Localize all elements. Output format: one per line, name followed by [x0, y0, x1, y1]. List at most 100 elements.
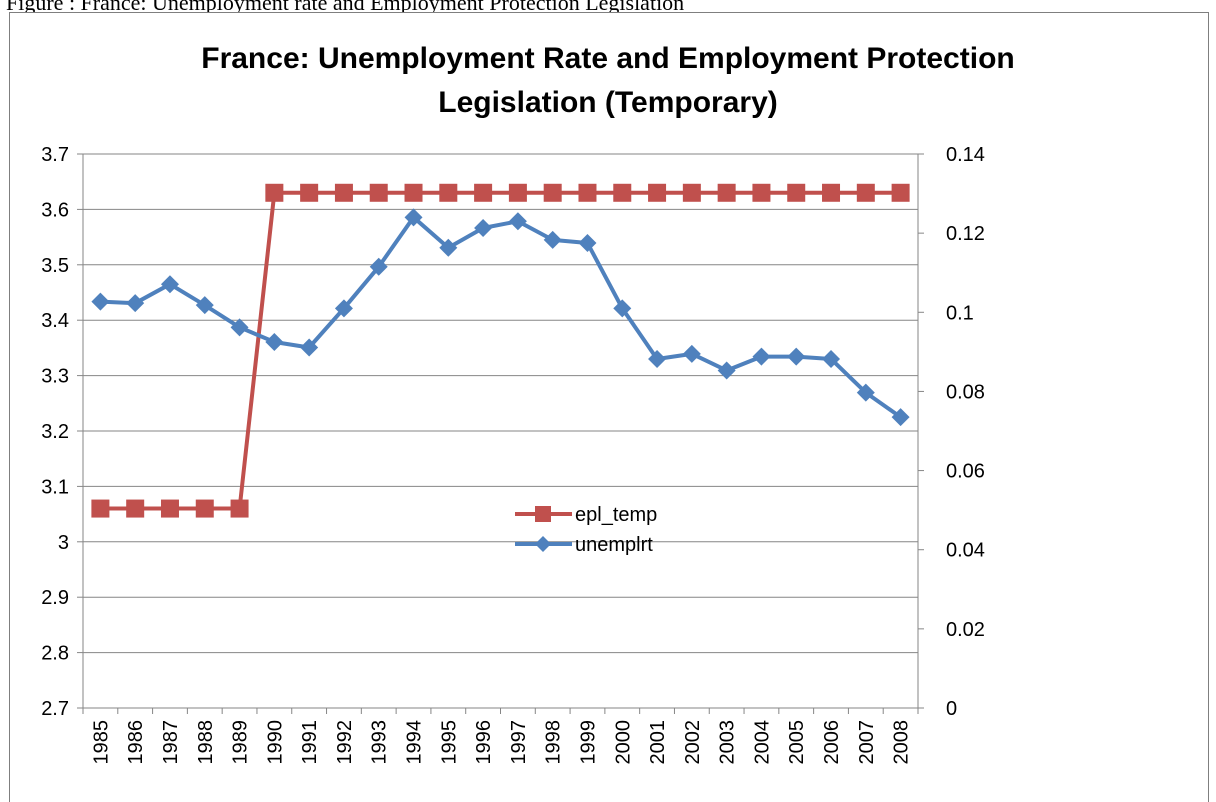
data-point-epl-temp — [613, 183, 632, 202]
data-point-epl-temp — [787, 183, 806, 202]
data-point-unemplrt — [369, 257, 388, 276]
right-axis-tick-label: 0.14 — [946, 144, 985, 166]
data-point-unemplrt — [682, 344, 701, 363]
x-axis-tick-label: 1995 — [438, 720, 460, 765]
data-point-epl-temp — [369, 183, 388, 202]
x-axis-tick-label: 1989 — [230, 720, 252, 765]
data-point-unemplrt — [648, 349, 667, 368]
chart-title-line-1: France: Unemployment Rate and Employment… — [201, 42, 1014, 75]
left-axis-tick-label: 3.1 — [41, 476, 69, 498]
legend: epl_temp unemplrt — [515, 504, 657, 556]
data-point-epl-temp — [717, 183, 736, 202]
data-point-unemplrt — [508, 212, 527, 231]
left-axis-tick-label: 3.6 — [41, 199, 69, 221]
legend-marker-epl-temp — [535, 506, 551, 522]
data-point-unemplrt — [404, 208, 423, 227]
data-point-unemplrt — [334, 299, 353, 318]
chart-title-line-2: Legislation (Temporary) — [438, 86, 778, 119]
left-axis-tick-label: 3.4 — [41, 310, 69, 332]
data-point-epl-temp — [300, 183, 319, 202]
right-axis-tick-labels: 0.14 0.12 0.1 0.08 0.06 0.04 0.02 0 — [946, 144, 985, 720]
data-point-unemplrt — [613, 299, 632, 318]
right-axis-tick-label: 0.06 — [946, 461, 985, 483]
right-axis-tick-label: 0.04 — [946, 540, 985, 562]
x-axis-tick-label: 1998 — [543, 720, 565, 765]
data-point-unemplrt — [822, 349, 841, 368]
axes — [77, 153, 924, 714]
x-axis-tick-label: 2001 — [647, 720, 669, 765]
data-point-unemplrt — [578, 234, 597, 253]
x-axis-tick-label: 1999 — [577, 720, 599, 765]
data-point-unemplrt — [439, 238, 458, 257]
x-axis-tick-label: 1996 — [473, 720, 495, 765]
data-point-epl-temp — [822, 183, 841, 202]
data-point-epl-temp — [543, 183, 562, 202]
x-axis-tick-label: 1994 — [404, 720, 426, 765]
data-point-unemplrt — [91, 292, 110, 311]
chart-area — [9, 12, 1209, 802]
right-axis-tick-label: 0.12 — [946, 223, 985, 245]
data-point-unemplrt — [543, 230, 562, 249]
left-axis-tick-label: 3.2 — [41, 421, 69, 443]
data-point-epl-temp — [439, 183, 458, 202]
x-axis-tick-label: 1985 — [90, 720, 112, 765]
series-line-unemplrt — [100, 215, 902, 419]
data-point-unemplrt — [787, 347, 806, 366]
legend-label-epl-temp: epl_temp — [575, 504, 657, 526]
data-point-unemplrt — [195, 296, 214, 315]
series-line-epl-temp — [100, 190, 901, 511]
data-point-epl-temp — [856, 183, 875, 202]
data-point-epl-temp — [195, 499, 214, 518]
data-point-epl-temp — [578, 183, 597, 202]
data-point-unemplrt — [300, 338, 319, 357]
x-axis-tick-label: 2006 — [821, 720, 843, 765]
data-point-unemplrt — [230, 318, 249, 337]
right-axis-tick-label: 0.02 — [946, 619, 985, 641]
data-point-epl-temp — [91, 499, 110, 518]
left-axis-tick-label: 3.5 — [41, 255, 69, 277]
data-point-epl-temp — [265, 183, 284, 202]
x-axis-tick-label: 2000 — [612, 720, 634, 765]
data-point-unemplrt — [126, 294, 145, 313]
data-point-unemplrt — [474, 218, 493, 237]
data-point-unemplrt — [717, 361, 736, 380]
x-axis-tick-label: 1993 — [369, 720, 391, 765]
left-axis-tick-label: 2.7 — [41, 698, 69, 720]
data-point-epl-temp — [648, 183, 667, 202]
x-axis-tick-label: 2003 — [717, 720, 739, 765]
legend-marker-unemplrt — [535, 536, 551, 552]
data-point-epl-temp — [230, 499, 249, 518]
left-axis-tick-label: 2.9 — [41, 587, 69, 609]
data-point-epl-temp — [404, 183, 423, 202]
data-point-unemplrt — [856, 383, 875, 402]
x-axis-tick-label: 2002 — [682, 720, 704, 765]
figure-caption: Figure : France: Unemployment rate and E… — [6, 0, 684, 12]
left-axis-tick-label: 3.3 — [41, 366, 69, 388]
x-axis-tick-label: 1986 — [125, 720, 147, 765]
right-axis-tick-label: 0.1 — [946, 302, 974, 324]
right-axis-tick-label: 0.08 — [946, 381, 985, 403]
x-axis-tick-label: 2004 — [751, 720, 773, 765]
data-point-epl-temp — [334, 183, 353, 202]
data-point-unemplrt — [265, 332, 284, 351]
x-axis-tick-label: 1987 — [160, 720, 182, 765]
gridlines — [83, 153, 918, 709]
x-axis-tick-label: 2007 — [856, 720, 878, 765]
x-axis-tick-label: 1988 — [195, 720, 217, 765]
data-point-unemplrt — [160, 275, 179, 294]
x-axis-tick-label: 1990 — [264, 720, 286, 765]
data-point-unemplrt — [891, 408, 910, 427]
x-axis-tick-label: 1991 — [299, 720, 321, 765]
legend-label-unemplrt: unemplrt — [575, 534, 653, 556]
series-layer — [91, 183, 910, 518]
data-point-epl-temp — [752, 183, 771, 202]
data-point-epl-temp — [891, 183, 910, 202]
data-point-epl-temp — [508, 183, 527, 202]
left-axis-tick-label: 2.8 — [41, 643, 69, 665]
left-axis-tick-label: 3 — [58, 532, 69, 554]
data-point-epl-temp — [474, 183, 493, 202]
x-axis-tick-label: 2008 — [891, 720, 913, 765]
data-point-epl-temp — [682, 183, 701, 202]
left-axis-tick-labels: 3.7 3.6 3.5 3.4 3.3 3.2 3.1 3 2.9 2.8 2.7 — [41, 144, 69, 720]
